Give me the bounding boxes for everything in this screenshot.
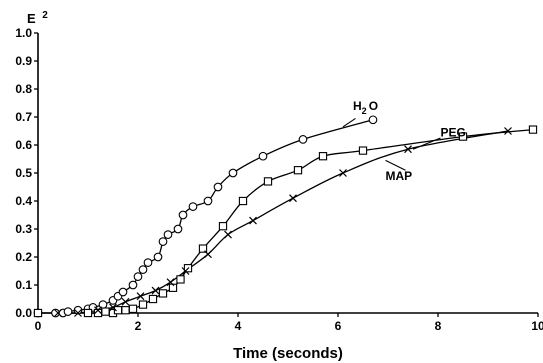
circle-series-point bbox=[368, 115, 378, 125]
cross-series-point bbox=[121, 297, 130, 306]
square-series-point bbox=[176, 275, 185, 284]
circle-series-point bbox=[173, 224, 183, 234]
axis-ticks: 0.0 0.1 0.2 0.3 0.4 0.5 0.6 0.7 0.8 0.9 1.0 0 2 4 6 8 10 bbox=[15, 26, 543, 333]
y-tick-label: 0.6 bbox=[15, 138, 32, 152]
cross-series-point bbox=[289, 194, 297, 203]
square-series-point bbox=[318, 152, 328, 161]
y-tick-label: 0.9 bbox=[15, 54, 32, 68]
square-series-point bbox=[238, 196, 248, 206]
y-tick-label: 0.5 bbox=[15, 166, 32, 180]
cross-series-point bbox=[151, 286, 160, 295]
circle-series-point bbox=[133, 272, 143, 281]
x-axis-title: Time (seconds) bbox=[233, 345, 343, 362]
circle-series-point bbox=[73, 305, 83, 315]
y-axis-title: E 2 bbox=[27, 10, 48, 26]
y-axis-title-base: E bbox=[27, 11, 36, 26]
circle-series-point bbox=[188, 202, 198, 211]
cross-series-line bbox=[57, 130, 509, 314]
square-series-point bbox=[33, 308, 43, 318]
peg-label: PEG bbox=[441, 126, 466, 140]
map-label-leader bbox=[385, 159, 406, 171]
h2o-label: H2 O bbox=[353, 99, 378, 116]
square-series-point bbox=[458, 132, 468, 141]
cross-series-point bbox=[94, 306, 102, 315]
cross-series-point bbox=[74, 309, 82, 317]
y-tick-label: 0.4 bbox=[15, 194, 32, 208]
peg-label-leader bbox=[412, 137, 441, 150]
circle-series-point bbox=[118, 287, 128, 297]
y-tick-label: 0.0 bbox=[15, 306, 32, 320]
square-series-point bbox=[198, 244, 208, 253]
circle-series-line bbox=[38, 119, 374, 314]
cross-series-point bbox=[224, 230, 232, 239]
y-tick-label: 0.7 bbox=[15, 110, 32, 124]
circle-series-point bbox=[153, 252, 163, 262]
cross-series-point bbox=[54, 309, 62, 317]
cross-series-point bbox=[504, 127, 512, 135]
y-tick-label: 1.0 bbox=[15, 26, 32, 40]
square-series-point bbox=[121, 306, 130, 315]
circle-series-point bbox=[138, 265, 148, 274]
circle-series-point bbox=[213, 182, 223, 192]
series-lines bbox=[38, 119, 534, 314]
square-series-point bbox=[83, 308, 93, 318]
cross-series-point bbox=[109, 303, 117, 312]
cross-series-point bbox=[404, 145, 412, 154]
circle-series-point bbox=[298, 135, 308, 144]
square-series-point bbox=[528, 125, 538, 134]
y-axis-title-superscript: 2 bbox=[42, 10, 48, 21]
cross-series-point bbox=[339, 169, 347, 177]
cross-series-point bbox=[166, 278, 175, 287]
square-series-point bbox=[158, 289, 168, 298]
series-markers bbox=[33, 115, 538, 318]
y-tick-label: 0.2 bbox=[15, 250, 32, 264]
series-annotations: H2 O PEG MAP bbox=[342, 99, 466, 183]
cross-series-point bbox=[204, 250, 212, 259]
square-series-point bbox=[263, 177, 273, 186]
circle-series-point bbox=[163, 230, 173, 239]
x-tick-label: 8 bbox=[435, 319, 442, 333]
square-series-point bbox=[218, 222, 228, 231]
square-series-point bbox=[138, 300, 148, 309]
axes bbox=[37, 33, 538, 314]
x-tick-label: 10 bbox=[531, 319, 543, 333]
x-tick-label: 6 bbox=[335, 319, 342, 333]
circle-series-point bbox=[228, 168, 238, 178]
h2o-label-leader bbox=[342, 117, 356, 128]
circle-series-point bbox=[258, 151, 268, 161]
y-tick-label: 0.8 bbox=[15, 82, 32, 96]
x-tick-label: 4 bbox=[235, 319, 242, 333]
x-tick-label: 2 bbox=[135, 319, 142, 333]
square-series-point bbox=[358, 146, 368, 155]
cross-series-point bbox=[181, 267, 190, 275]
square-series-point bbox=[148, 294, 158, 304]
circle-series-point bbox=[143, 258, 153, 267]
square-series-line bbox=[38, 128, 534, 314]
square-series-point bbox=[293, 166, 303, 175]
map-label: MAP bbox=[386, 169, 413, 183]
circle-series-point bbox=[158, 237, 168, 246]
circle-series-point bbox=[63, 307, 73, 316]
square-series-point bbox=[128, 304, 138, 313]
circle-series-point bbox=[203, 196, 213, 206]
y-tick-label: 0.1 bbox=[15, 278, 32, 292]
x-tick-label: 0 bbox=[35, 319, 42, 333]
square-series-point bbox=[101, 307, 110, 316]
y-tick-label: 0.3 bbox=[15, 222, 32, 236]
cross-series-point bbox=[136, 292, 145, 301]
cross-series-point bbox=[249, 216, 257, 225]
circle-series-point bbox=[128, 280, 138, 290]
circle-series-point bbox=[178, 210, 188, 220]
